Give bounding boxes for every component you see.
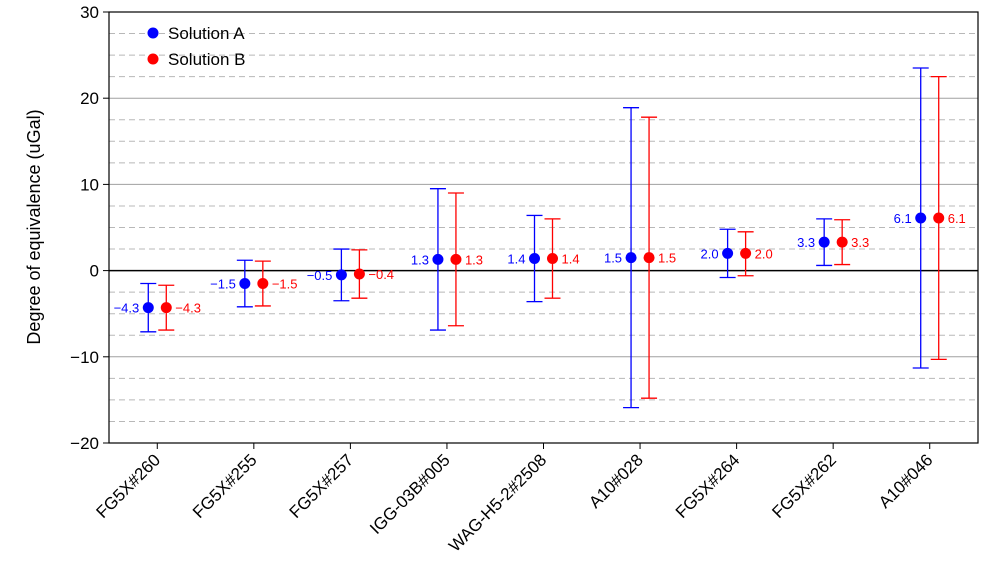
x-tick-label: FG5X#255 xyxy=(189,450,261,522)
data-point-group: 1.4 xyxy=(544,218,580,299)
data-label: −4.3 xyxy=(114,301,140,316)
data-label: 3.3 xyxy=(851,235,869,250)
data-point xyxy=(239,278,251,290)
data-label: 1.3 xyxy=(411,252,429,267)
data-label: −1.5 xyxy=(272,277,298,292)
data-point-group: 6.1 xyxy=(894,67,929,369)
y-tick-label: −20 xyxy=(70,434,99,453)
data-point-group: −4.3 xyxy=(158,284,201,331)
y-tick-label: 10 xyxy=(80,175,99,194)
x-tick-label: FG5X#264 xyxy=(672,450,744,522)
y-tick-label: 20 xyxy=(80,89,99,108)
data-label: 1.3 xyxy=(465,252,483,267)
data-point-group: 1.3 xyxy=(447,192,483,327)
data-point xyxy=(160,302,172,314)
axes: −20 −10 0 10 20 30 FG5X#260 FG5X#255 FG5X#257 IGG… xyxy=(70,3,979,556)
data-label: 1.5 xyxy=(658,251,676,266)
y-tick-label: 30 xyxy=(80,3,99,22)
data-point xyxy=(915,212,927,224)
data-point-group: 3.3 xyxy=(797,218,833,267)
data-point xyxy=(625,252,637,264)
data-label: 6.1 xyxy=(948,211,966,226)
data-label: 3.3 xyxy=(797,235,815,250)
data-label: −0.5 xyxy=(307,268,333,283)
data-point-group: −1.5 xyxy=(210,259,253,308)
y-axis-title: Degree of equivalence (uGal) xyxy=(24,109,44,344)
data-point-group: 3.3 xyxy=(834,219,869,266)
data-point xyxy=(933,212,945,224)
data-label: 1.4 xyxy=(562,252,580,267)
data-point-group: 2.0 xyxy=(701,228,736,279)
data-point xyxy=(722,247,734,259)
x-tick-label: FG5X#260 xyxy=(93,450,165,522)
data-point-group: 1.5 xyxy=(604,107,640,409)
data-point-group: 1.3 xyxy=(411,188,446,331)
legend-label-solution-a: Solution A xyxy=(168,24,245,43)
data-label: 6.1 xyxy=(894,211,912,226)
data-point xyxy=(529,253,540,265)
data-label: 2.0 xyxy=(755,246,773,261)
x-tick-label: A10#046 xyxy=(875,450,937,512)
x-tick-label: IGG-03B#005 xyxy=(366,450,454,538)
x-tick-label: A10#028 xyxy=(585,450,647,512)
data-point-group: 2.0 xyxy=(737,231,773,277)
data-point-group: −0.4 xyxy=(351,249,394,299)
data-label: −4.3 xyxy=(175,301,201,316)
x-tick-label: WAG-H5-2#2508 xyxy=(445,450,550,555)
data-point xyxy=(547,253,558,265)
grid xyxy=(109,33,978,422)
data-point xyxy=(740,247,752,259)
data-marks: −4.3 −1.5 −0.5 1.3 1.4 1.5 2.0 3.3 6.1 −4.3 −1.5 −0… xyxy=(114,67,966,409)
data-point xyxy=(818,236,830,248)
legend-label-solution-b: Solution B xyxy=(168,50,246,69)
data-point-group: −1.5 xyxy=(254,260,298,307)
legend-marker-solution-b xyxy=(147,53,159,65)
data-point-group: 6.1 xyxy=(930,76,966,361)
data-point xyxy=(335,269,347,281)
data-point-group: 1.5 xyxy=(641,116,676,399)
data-point xyxy=(643,252,655,264)
data-point-group: −4.3 xyxy=(114,282,157,333)
legend-marker-solution-a xyxy=(147,27,159,39)
data-point-group: −0.5 xyxy=(307,248,350,302)
y-tick-label: −10 xyxy=(70,348,99,367)
data-point xyxy=(450,253,462,265)
data-point xyxy=(432,253,444,265)
data-label: 1.4 xyxy=(507,252,525,267)
x-tick-label: FG5X#257 xyxy=(286,450,358,522)
data-point xyxy=(353,268,365,280)
x-tick-label: FG5X#262 xyxy=(768,450,840,522)
data-point-group: 1.4 xyxy=(507,214,543,303)
data-label: −1.5 xyxy=(210,277,236,292)
data-label: 1.5 xyxy=(604,251,622,266)
data-label: −0.4 xyxy=(368,267,394,282)
data-label: 2.0 xyxy=(701,246,719,261)
legend: Solution A Solution B xyxy=(147,24,246,69)
y-tick-label: 0 xyxy=(90,262,99,281)
data-point xyxy=(257,278,269,290)
data-point xyxy=(142,302,154,314)
data-point xyxy=(836,236,848,248)
